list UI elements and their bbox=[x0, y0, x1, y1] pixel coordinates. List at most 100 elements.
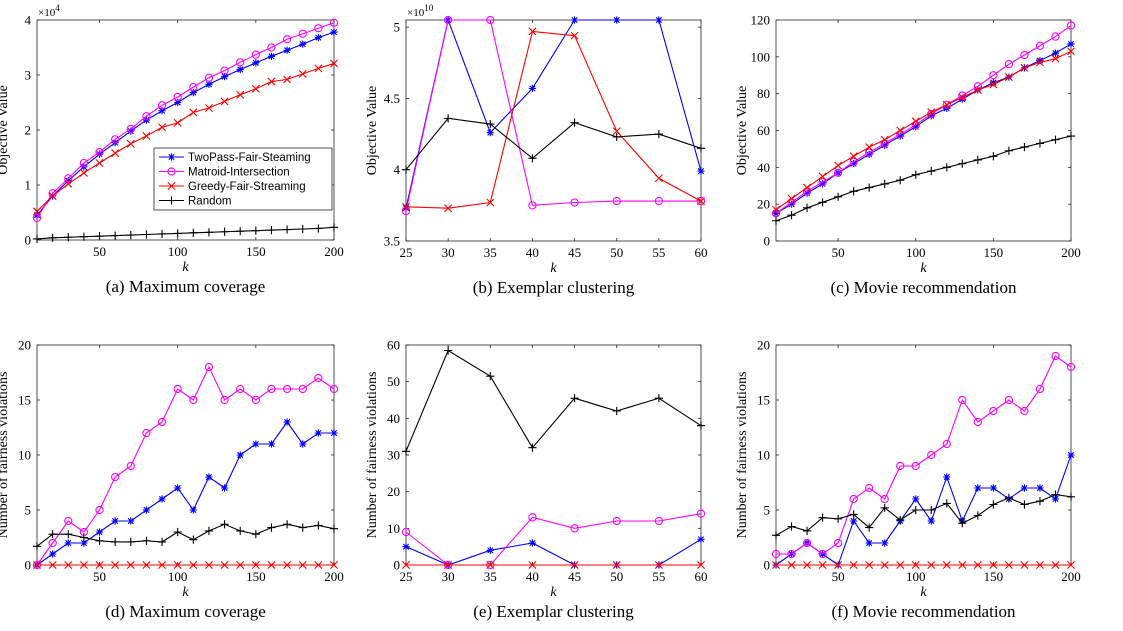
data-point bbox=[528, 539, 537, 547]
y-axis-label: Number of fairness violations bbox=[365, 372, 380, 539]
data-point bbox=[787, 211, 796, 220]
x-tick-label: 150 bbox=[984, 245, 1004, 260]
y-tick-label: 50 bbox=[387, 374, 400, 389]
data-point bbox=[48, 192, 57, 200]
data-point bbox=[989, 484, 997, 492]
x-axis-label: k bbox=[920, 585, 927, 600]
data-point bbox=[267, 52, 276, 60]
data-point bbox=[958, 519, 967, 528]
y-axis-label: Number of fairness violations bbox=[735, 372, 750, 539]
data-point bbox=[95, 150, 104, 158]
x-tick-label: 60 bbox=[695, 245, 708, 260]
x-tick-label: 50 bbox=[832, 569, 845, 584]
series-line bbox=[405, 30, 702, 209]
data-point bbox=[927, 561, 936, 569]
data-point bbox=[64, 516, 73, 526]
data-point bbox=[927, 450, 936, 460]
data-point bbox=[189, 228, 198, 237]
x-tick-label: 100 bbox=[168, 569, 188, 584]
legend: TwoPass-Fair-Steaming Matroid-Intersectio… bbox=[153, 147, 333, 211]
data-point bbox=[111, 472, 120, 482]
data-point bbox=[204, 104, 213, 112]
data-point bbox=[896, 561, 905, 569]
series-line bbox=[405, 18, 702, 209]
data-point bbox=[1004, 493, 1013, 502]
data-point bbox=[911, 117, 920, 126]
data-point bbox=[189, 395, 198, 405]
data-point bbox=[173, 92, 182, 102]
series-plus bbox=[401, 346, 706, 456]
data-point bbox=[236, 90, 245, 99]
data-point bbox=[236, 227, 245, 236]
data-point bbox=[911, 505, 920, 515]
x-tick-label: 50 bbox=[93, 569, 106, 584]
data-point bbox=[528, 84, 537, 93]
x-tick-label: 30 bbox=[442, 569, 455, 584]
data-point bbox=[299, 440, 307, 448]
data-point bbox=[942, 561, 951, 569]
data-point bbox=[697, 561, 705, 569]
data-point bbox=[126, 139, 135, 148]
data-point bbox=[79, 533, 88, 542]
data-point bbox=[283, 46, 291, 54]
data-point bbox=[95, 528, 104, 536]
data-point bbox=[298, 224, 307, 234]
data-point bbox=[204, 362, 214, 372]
data-point bbox=[64, 179, 73, 188]
data-point bbox=[486, 119, 495, 129]
data-point bbox=[174, 98, 182, 107]
data-point bbox=[79, 158, 89, 168]
data-point bbox=[251, 395, 260, 405]
data-point bbox=[236, 451, 244, 459]
data-point bbox=[267, 561, 276, 569]
data-point bbox=[787, 200, 796, 208]
data-point bbox=[912, 123, 920, 131]
y-tick-label: 5 bbox=[394, 20, 401, 35]
data-point bbox=[189, 561, 198, 569]
x-tick-label: 200 bbox=[324, 244, 344, 259]
data-point bbox=[528, 27, 537, 36]
data-point bbox=[267, 440, 276, 448]
data-point bbox=[220, 97, 229, 106]
data-point bbox=[696, 509, 706, 518]
data-point bbox=[833, 168, 843, 178]
data-point bbox=[402, 202, 410, 211]
data-point bbox=[612, 561, 621, 569]
data-point bbox=[528, 513, 537, 522]
series-plus bbox=[32, 520, 339, 551]
data-point bbox=[1067, 561, 1075, 569]
series-line bbox=[405, 349, 702, 452]
data-point bbox=[1036, 484, 1044, 492]
data-point bbox=[772, 205, 780, 214]
data-point bbox=[818, 198, 827, 207]
data-point bbox=[787, 561, 796, 569]
data-point bbox=[111, 231, 120, 240]
data-point bbox=[528, 201, 537, 210]
series-plus bbox=[771, 490, 1076, 540]
data-point bbox=[314, 224, 323, 233]
data-point bbox=[205, 80, 213, 88]
data-point bbox=[865, 148, 874, 157]
data-point bbox=[283, 418, 291, 426]
data-point bbox=[654, 561, 663, 569]
data-point bbox=[48, 530, 57, 539]
data-point bbox=[989, 152, 998, 161]
data-point bbox=[974, 484, 982, 492]
data-point bbox=[142, 112, 151, 121]
y-tick-label: 60 bbox=[387, 338, 400, 353]
data-point bbox=[329, 524, 339, 533]
series-line bbox=[36, 22, 335, 219]
series-line bbox=[36, 62, 335, 212]
x-tick-label: 35 bbox=[484, 245, 497, 260]
panel-caption: (b) Exemplar clustering bbox=[473, 278, 635, 297]
x-tick-label: 50 bbox=[93, 244, 106, 259]
data-point bbox=[880, 561, 889, 569]
data-point bbox=[771, 216, 781, 225]
series-plus bbox=[32, 223, 339, 243]
y-tick-label: 40 bbox=[387, 411, 400, 426]
data-point bbox=[79, 232, 88, 241]
data-point bbox=[654, 129, 663, 139]
data-point bbox=[64, 233, 73, 242]
data-point bbox=[32, 213, 42, 223]
